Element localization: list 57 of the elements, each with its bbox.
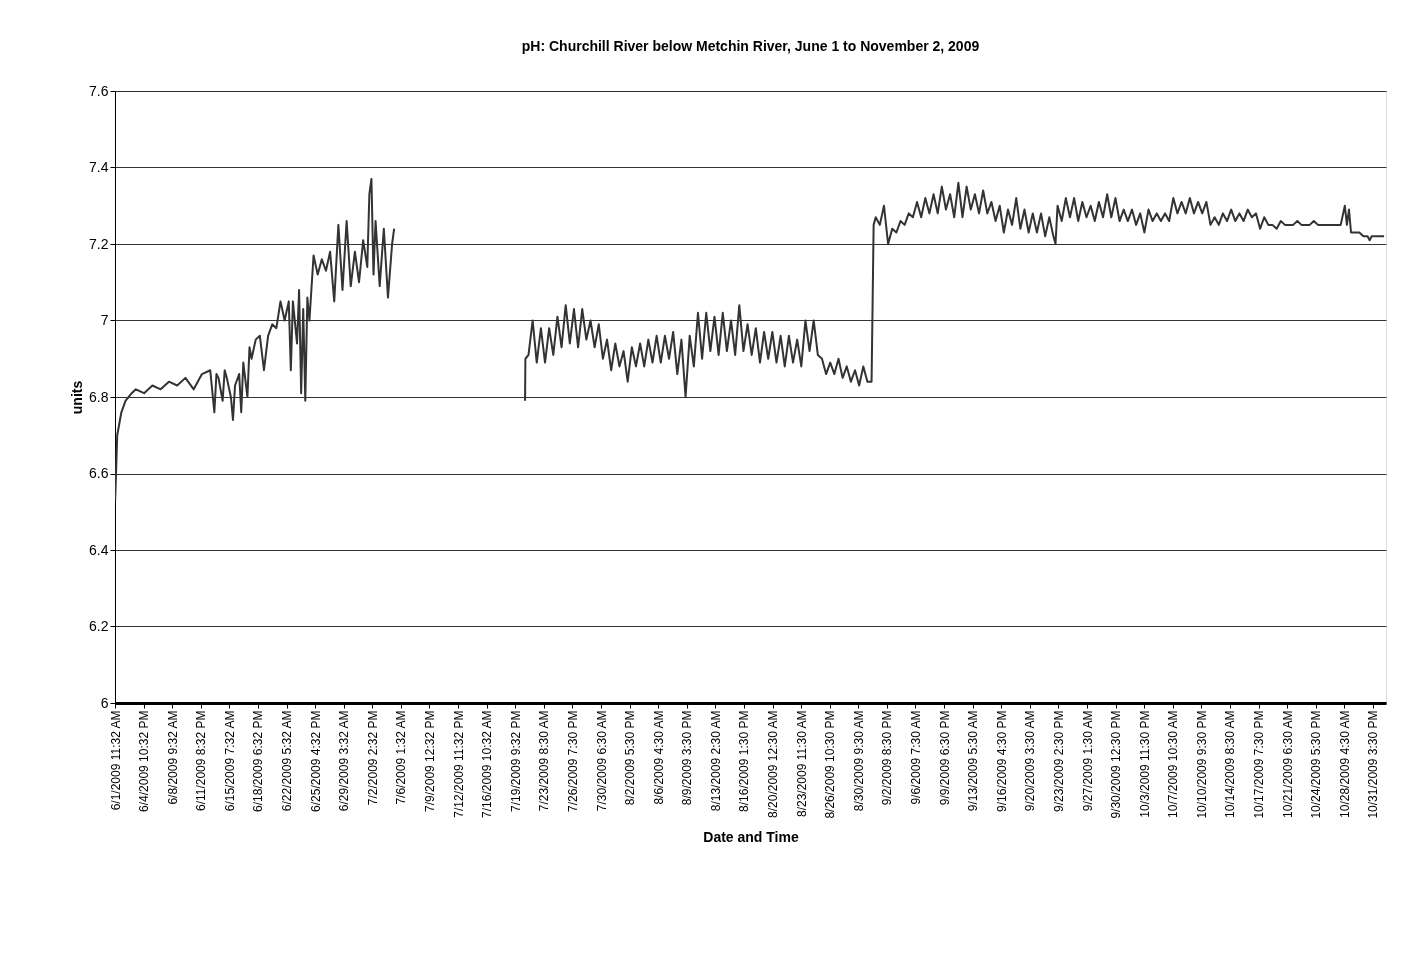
x-tick-label: 7/23/2009 8:30 AM	[537, 710, 552, 812]
x-tick-label: 9/6/2009 7:30 AM	[908, 710, 923, 805]
y-tick-label: 7.2	[89, 235, 109, 252]
x-tick-label: 8/9/2009 3:30 PM	[680, 710, 695, 806]
x-tick-label: 10/21/2009 6:30 AM	[1280, 710, 1295, 818]
y-tick-label: 7.4	[89, 159, 109, 175]
x-tick-label: 10/3/2009 11:30 PM	[1137, 710, 1152, 818]
x-tick-label: 8/16/2009 1:30 PM	[737, 710, 752, 812]
x-tick-label: 9/13/2009 5:30 AM	[966, 710, 981, 812]
x-tick-label: 10/31/2009 3:30 PM	[1366, 710, 1381, 819]
x-tick-label: 9/20/2009 3:30 AM	[1023, 710, 1038, 812]
x-tick-label: 9/9/2009 6:30 PM	[937, 710, 952, 806]
y-tick-label: 6.2	[89, 618, 109, 634]
x-tick-label: 6/22/2009 5:32 AM	[280, 710, 295, 812]
x-tick-label: 9/30/2009 12:30 PM	[1109, 710, 1124, 819]
x-tick-label: 10/7/2009 10:30 AM	[1166, 710, 1181, 818]
x-tick-label: 8/20/2009 12:30 AM	[766, 710, 781, 818]
x-tick-label: 7/2/2009 2:32 PM	[365, 710, 380, 806]
x-tick-label: 8/23/2009 11:30 AM	[794, 710, 809, 818]
x-tick-label: 10/17/2009 7:30 PM	[1252, 710, 1267, 819]
x-tick-label: 6/29/2009 3:32 AM	[337, 710, 352, 812]
x-tick-label: 6/4/2009 10:32 PM	[137, 710, 152, 812]
x-tick-label: 6/18/2009 6:32 PM	[251, 710, 266, 812]
x-axis-title: Date and Time	[703, 828, 799, 845]
x-tick-label: 7/12/2009 11:32 PM	[451, 710, 466, 818]
x-tick-label: 7/9/2009 12:32 PM	[422, 710, 437, 812]
x-tick-label: 6/25/2009 4:32 PM	[308, 710, 323, 812]
x-tick-label: 10/24/2009 5:30 PM	[1309, 710, 1324, 819]
y-tick-label: 7	[100, 312, 109, 328]
x-tick-label: 7/19/2009 9:32 PM	[508, 710, 523, 812]
x-tick-label: 7/16/2009 10:32 AM	[480, 710, 495, 818]
chart-title: pH: Churchill River below Metchin River, June 1 to November 2, 2009	[521, 38, 980, 54]
y-tick-label: 6	[100, 694, 109, 711]
x-tick-label: 8/6/2009 4:30 AM	[651, 710, 666, 805]
x-tick-label: 8/2/2009 5:30 PM	[623, 710, 638, 806]
x-tick-label: 10/14/2009 8:30 AM	[1223, 710, 1238, 818]
y-tick-label: 6.6	[89, 465, 109, 481]
x-tick-label: 9/27/2009 1:30 AM	[1080, 710, 1095, 812]
x-tick-label: 10/28/2009 4:30 AM	[1337, 710, 1352, 818]
x-tick-label: 9/2/2009 8:30 PM	[880, 710, 895, 806]
x-tick-label: 6/1/2009 11:32 AM	[108, 710, 123, 811]
x-tick-label: 8/13/2009 2:30 AM	[708, 710, 723, 812]
x-tick-label: 8/26/2009 10:30 PM	[823, 710, 838, 819]
x-tick-label: 6/8/2009 9:32 AM	[165, 710, 180, 805]
x-tick-label: 9/23/2009 2:30 PM	[1051, 710, 1066, 812]
x-tick-label: 8/30/2009 9:30 AM	[851, 710, 866, 812]
x-tick-label: 7/30/2009 6:30 AM	[594, 710, 609, 812]
y-axis-title: units	[69, 380, 86, 415]
y-tick-label: 6.8	[89, 388, 109, 405]
x-tick-label: 9/16/2009 4:30 PM	[994, 710, 1009, 812]
x-tick-label: 6/15/2009 7:32 AM	[222, 710, 237, 812]
x-tick-label: 7/6/2009 1:32 AM	[394, 710, 409, 805]
y-tick-label: 7.6	[89, 82, 109, 99]
y-tick-label: 6.4	[89, 541, 109, 558]
x-tick-label: 7/26/2009 7:30 PM	[565, 710, 580, 812]
x-tick-label: 6/11/2009 8:32 PM	[194, 710, 209, 812]
x-tick-label: 10/10/2009 9:30 PM	[1194, 710, 1209, 819]
